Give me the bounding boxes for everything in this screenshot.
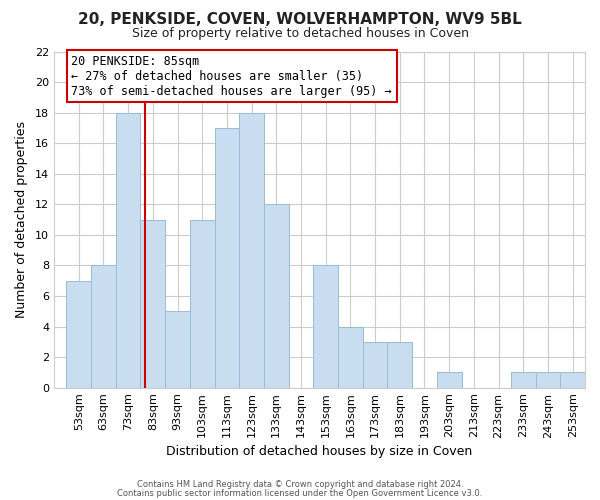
Bar [313,266,338,388]
Bar [239,112,264,388]
Bar [165,312,190,388]
Bar [91,266,116,388]
X-axis label: Distribution of detached houses by size in Coven: Distribution of detached houses by size … [166,444,473,458]
Bar [116,112,140,388]
Bar [215,128,239,388]
Bar [511,372,536,388]
Text: Size of property relative to detached houses in Coven: Size of property relative to detached ho… [131,28,469,40]
Y-axis label: Number of detached properties: Number of detached properties [15,121,28,318]
Bar [388,342,412,388]
Bar [437,372,461,388]
Bar [190,220,215,388]
Bar [140,220,165,388]
Bar [67,280,91,388]
Bar [363,342,388,388]
Bar [560,372,585,388]
Bar [338,326,363,388]
Bar [264,204,289,388]
Text: 20 PENKSIDE: 85sqm
← 27% of detached houses are smaller (35)
73% of semi-detache: 20 PENKSIDE: 85sqm ← 27% of detached hou… [71,54,392,98]
Text: 20, PENKSIDE, COVEN, WOLVERHAMPTON, WV9 5BL: 20, PENKSIDE, COVEN, WOLVERHAMPTON, WV9 … [78,12,522,28]
Text: Contains public sector information licensed under the Open Government Licence v3: Contains public sector information licen… [118,490,482,498]
Text: Contains HM Land Registry data © Crown copyright and database right 2024.: Contains HM Land Registry data © Crown c… [137,480,463,489]
Bar [536,372,560,388]
